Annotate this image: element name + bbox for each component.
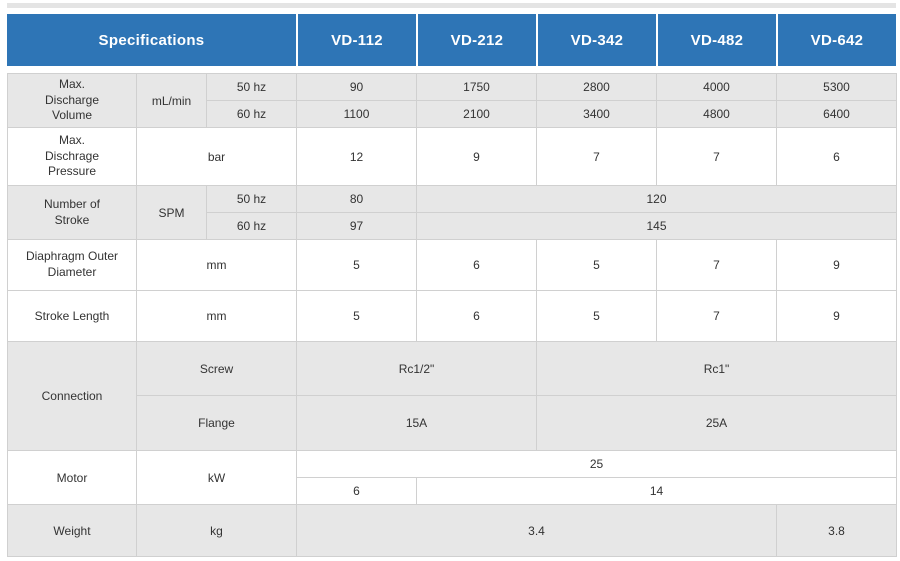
value-cell: 7 <box>656 239 777 291</box>
row-label-discharge-pressure: Max. Dischrage Pressure <box>7 127 137 186</box>
value-cell: 97 <box>296 212 417 240</box>
freq-cell-60hz: 60 hz <box>206 100 297 128</box>
value-cell: 3400 <box>536 100 657 128</box>
row-discharge-volume-60hz: 60 hz 1100 2100 3400 4800 6400 <box>8 100 897 128</box>
value-cell-merged: 15A <box>296 395 537 451</box>
model-header-vd112: VD-112 <box>296 14 416 66</box>
row-connection-flange: Flange 15A 25A <box>8 395 897 451</box>
value-cell-merged: 25A <box>536 395 897 451</box>
model-header-vd342: VD-342 <box>536 14 656 66</box>
row-label-stroke-length: Stroke Length <box>7 290 137 342</box>
value-cell-merged: 25 <box>296 450 897 478</box>
value-cell: 90 <box>296 73 417 101</box>
table-header: Specifications VD-112 VD-212 VD-342 VD-4… <box>7 14 896 66</box>
model-header-vd642: VD-642 <box>776 14 896 66</box>
freq-cell-50hz: 50 hz <box>206 185 297 213</box>
value-cell: 2100 <box>416 100 537 128</box>
model-header-vd482: VD-482 <box>656 14 776 66</box>
unit-cell-stroke-length: mm <box>136 290 297 342</box>
row-diaphragm-outer-diameter: Diaphragm Outer Diameter mm 5 6 5 7 9 <box>7 239 897 291</box>
value-cell: 2800 <box>536 73 657 101</box>
value-cell-merged: 145 <box>416 212 897 240</box>
value-cell: 9 <box>776 239 897 291</box>
specifications-table: Max. Discharge Volume mL/min 50 hz 90 17… <box>7 73 897 557</box>
value-cell: 80 <box>296 185 417 213</box>
value-cell: 5300 <box>776 73 897 101</box>
value-cell: 3.8 <box>776 504 897 557</box>
unit-cell-motor: kW <box>136 450 297 505</box>
value-cell: 5 <box>296 239 417 291</box>
unit-cell-discharge-pressure: bar <box>136 127 297 186</box>
top-divider <box>7 3 896 8</box>
value-cell: 1750 <box>416 73 537 101</box>
value-cell: 7 <box>656 290 777 342</box>
row-number-of-stroke-60hz: 60 hz 97 145 <box>8 212 897 240</box>
row-label-number-of-stroke: Number of Stroke <box>7 185 137 240</box>
row-number-of-stroke-50hz: Number of Stroke SPM 50 hz 80 120 <box>7 185 897 240</box>
value-cell-merged: 3.4 <box>296 504 777 557</box>
value-cell: 6 <box>776 127 897 186</box>
row-stroke-length: Stroke Length mm 5 6 5 7 9 <box>7 290 897 342</box>
row-label-motor: Motor <box>7 450 137 505</box>
value-cell: 6 <box>296 477 417 505</box>
model-header-vd212: VD-212 <box>416 14 536 66</box>
freq-cell-60hz: 60 hz <box>206 212 297 240</box>
row-discharge-volume-50hz: Max. Discharge Volume mL/min 50 hz 90 17… <box>7 73 897 128</box>
value-cell: 6 <box>416 290 537 342</box>
value-cell: 1100 <box>296 100 417 128</box>
value-cell-merged: Rc1" <box>536 341 897 396</box>
value-cell-merged: Rc1/2" <box>296 341 537 396</box>
value-cell: 7 <box>656 127 777 186</box>
value-cell-merged: 120 <box>416 185 897 213</box>
value-cell: 5 <box>536 290 657 342</box>
row-motor-1: Motor kW 25 <box>7 450 897 505</box>
unit-cell-diaphragm: mm <box>136 239 297 291</box>
value-cell: 5 <box>296 290 417 342</box>
value-cell-merged: 14 <box>416 477 897 505</box>
row-label-weight: Weight <box>7 504 137 557</box>
value-cell: 7 <box>536 127 657 186</box>
connection-type-flange: Flange <box>136 395 297 451</box>
row-connection-screw: Connection Screw Rc1/2" Rc1" <box>7 341 897 451</box>
unit-cell-number-of-stroke: SPM <box>136 185 207 240</box>
value-cell: 5 <box>536 239 657 291</box>
row-discharge-pressure: Max. Dischrage Pressure bar 12 9 7 7 6 <box>7 127 897 186</box>
row-label-connection: Connection <box>7 341 137 451</box>
row-weight: Weight kg 3.4 3.8 <box>7 504 897 557</box>
row-motor-2: 6 14 <box>8 477 897 505</box>
value-cell: 9 <box>776 290 897 342</box>
specifications-header: Specifications <box>7 14 296 66</box>
value-cell: 6400 <box>776 100 897 128</box>
value-cell: 4800 <box>656 100 777 128</box>
row-label-discharge-volume: Max. Discharge Volume <box>7 73 137 128</box>
value-cell: 9 <box>416 127 537 186</box>
freq-cell-50hz: 50 hz <box>206 73 297 101</box>
value-cell: 6 <box>416 239 537 291</box>
value-cell: 12 <box>296 127 417 186</box>
connection-type-screw: Screw <box>136 341 297 396</box>
value-cell: 4000 <box>656 73 777 101</box>
row-label-diaphragm-outer-diameter: Diaphragm Outer Diameter <box>7 239 137 291</box>
unit-cell-weight: kg <box>136 504 297 557</box>
unit-cell-discharge-volume: mL/min <box>136 73 207 128</box>
